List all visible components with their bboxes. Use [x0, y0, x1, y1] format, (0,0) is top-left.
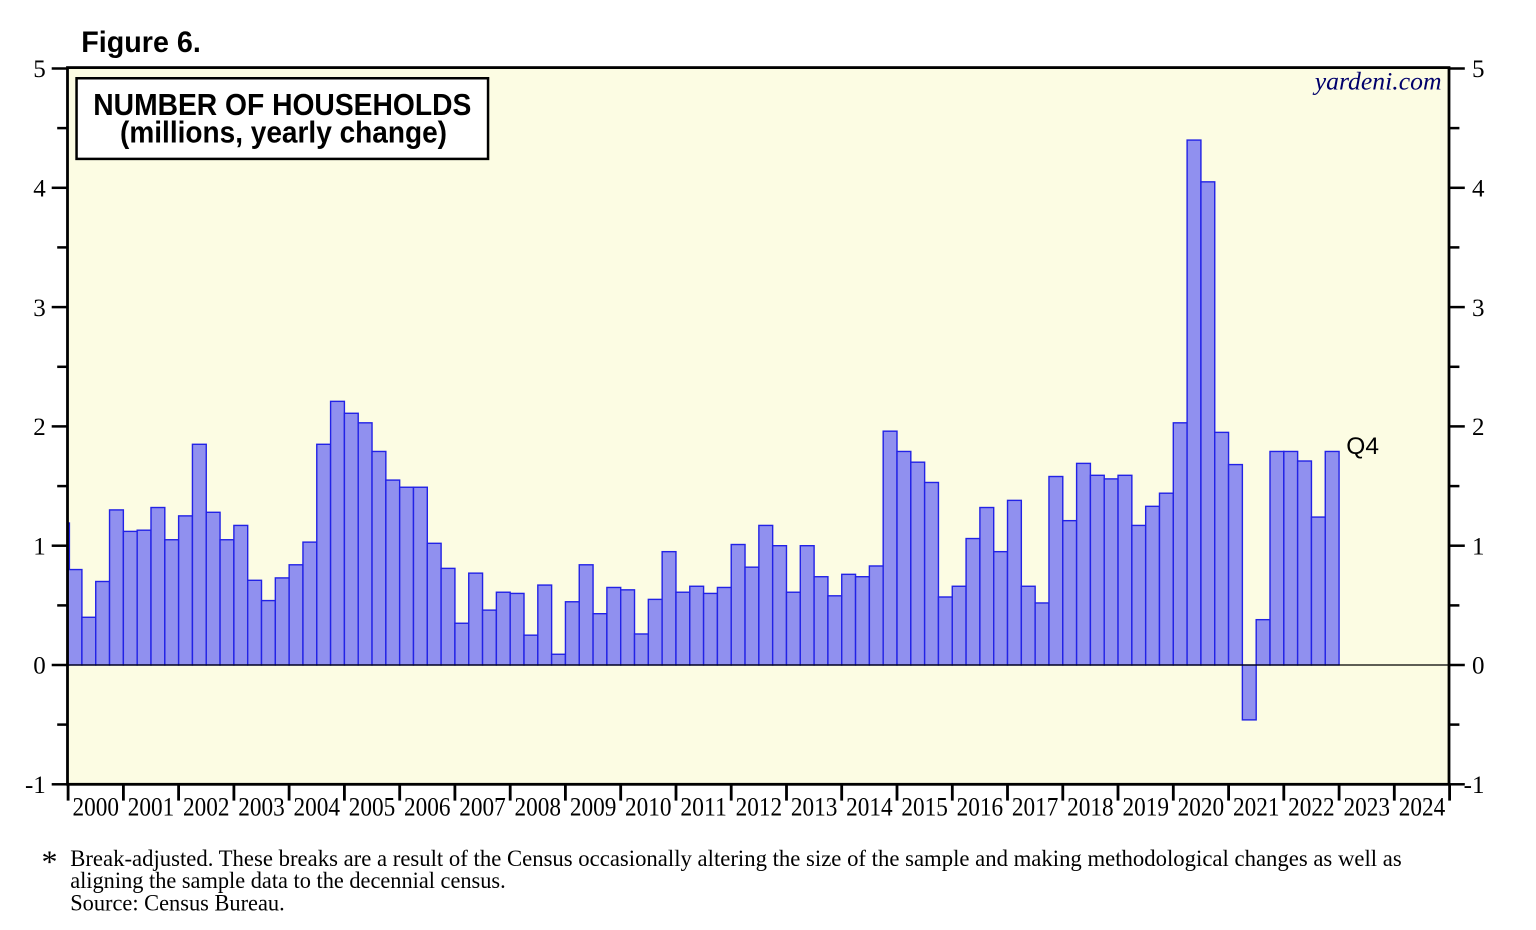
svg-text:2017: 2017	[1012, 792, 1059, 821]
svg-text:2008: 2008	[515, 792, 562, 821]
svg-text:NUMBER OF HOUSEHOLDS: NUMBER OF HOUSEHOLDS	[93, 88, 471, 122]
svg-text:2002: 2002	[183, 792, 230, 821]
svg-text:-1: -1	[25, 772, 46, 799]
svg-text:Break-adjusted. These breaks a: Break-adjusted. These breaks are a resul…	[70, 846, 1402, 872]
svg-text:4: 4	[1472, 176, 1485, 203]
svg-text:0: 0	[1472, 653, 1485, 680]
svg-text:Figure 6.: Figure 6.	[81, 26, 201, 59]
svg-text:yardeni.com: yardeni.com	[1312, 66, 1442, 95]
svg-text:2006: 2006	[404, 792, 451, 821]
svg-text:0: 0	[33, 653, 46, 680]
svg-text:Q4: Q4	[1346, 433, 1379, 460]
svg-text:2019: 2019	[1122, 792, 1169, 821]
svg-text:5: 5	[33, 56, 46, 83]
svg-text:2004: 2004	[294, 792, 341, 821]
svg-text:2018: 2018	[1067, 792, 1114, 821]
svg-text:2005: 2005	[349, 792, 396, 821]
svg-text:2020: 2020	[1178, 792, 1225, 821]
svg-text:2009: 2009	[570, 792, 617, 821]
svg-text:2001: 2001	[128, 792, 175, 821]
svg-text:2000: 2000	[72, 792, 119, 821]
svg-text:2016: 2016	[957, 792, 1004, 821]
svg-text:2015: 2015	[901, 792, 948, 821]
svg-text:2024: 2024	[1399, 792, 1446, 821]
svg-text:3: 3	[1472, 295, 1485, 322]
svg-text:2022: 2022	[1288, 792, 1335, 821]
svg-text:2: 2	[1472, 414, 1485, 441]
svg-text:2013: 2013	[791, 792, 838, 821]
svg-text:(millions, yearly change): (millions, yearly change)	[120, 115, 447, 149]
svg-text:-1: -1	[1464, 772, 1485, 799]
svg-text:*: *	[42, 844, 58, 880]
svg-text:2011: 2011	[680, 792, 727, 821]
svg-text:5: 5	[1472, 56, 1485, 83]
svg-text:4: 4	[33, 176, 46, 203]
svg-text:2023: 2023	[1343, 792, 1390, 821]
svg-text:Source: Census Bureau.: Source: Census Bureau.	[70, 890, 285, 916]
svg-text:3: 3	[33, 295, 46, 322]
svg-text:2012: 2012	[736, 792, 783, 821]
svg-text:2010: 2010	[625, 792, 672, 821]
svg-text:aligning the sample data to th: aligning the sample data to the decennia…	[70, 868, 506, 894]
svg-text:2007: 2007	[459, 792, 506, 821]
svg-text:1: 1	[1472, 533, 1485, 560]
svg-text:2021: 2021	[1233, 792, 1280, 821]
svg-text:2003: 2003	[238, 792, 285, 821]
svg-text:1: 1	[33, 533, 46, 560]
svg-text:2014: 2014	[846, 792, 893, 821]
svg-text:2: 2	[33, 414, 46, 441]
